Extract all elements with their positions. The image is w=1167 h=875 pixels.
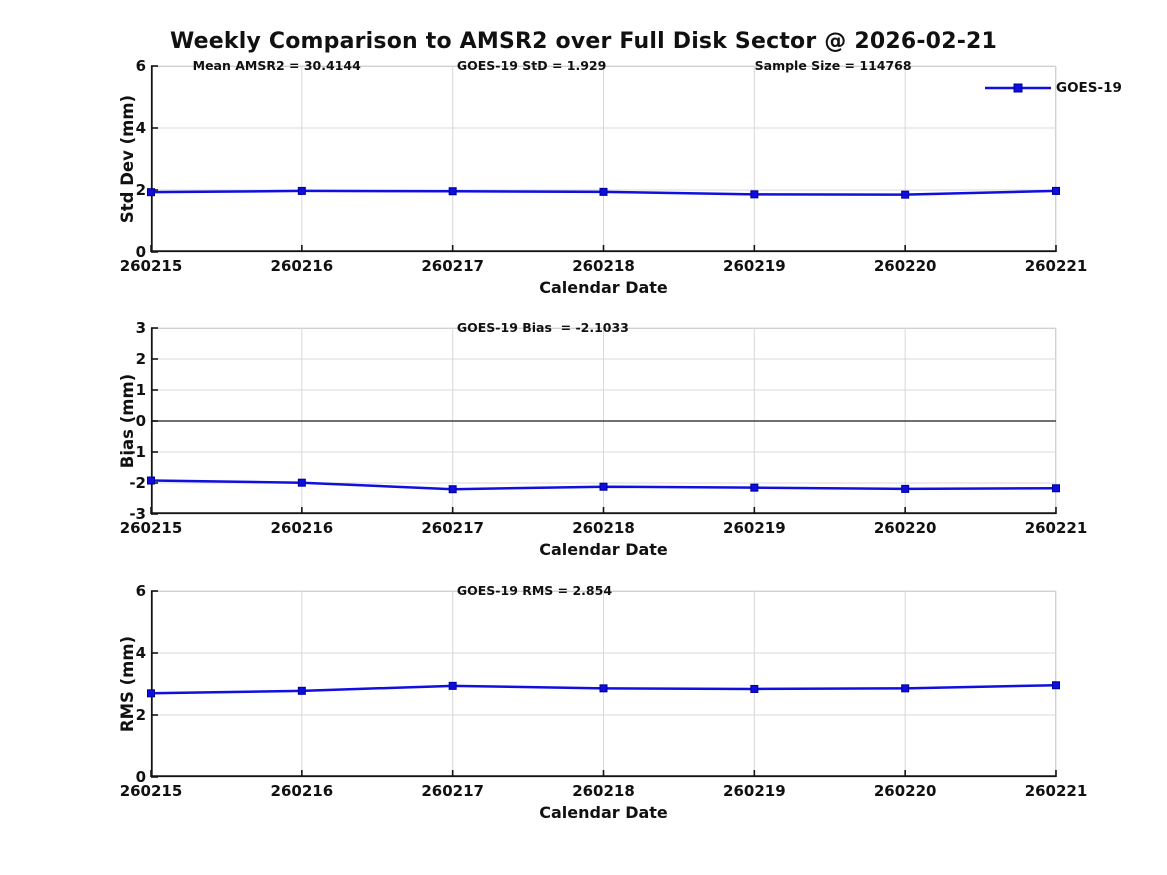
x-tick-label: 260215: [119, 782, 183, 800]
x-tick-label: 260221: [1024, 519, 1088, 537]
x-tick-label: 260215: [119, 519, 183, 537]
x-tick-label: 260219: [723, 257, 786, 275]
subplot-3-plot-area: [147, 590, 1060, 778]
x-tick-label: 260217: [421, 257, 484, 275]
gridlines: [151, 590, 1057, 777]
x-tick-label: 260215: [119, 257, 183, 275]
stats-annotation: GOES-19 RMS = 2.854: [456, 583, 613, 598]
subplot-2-plot-area: [147, 327, 1060, 515]
x-tick-label: 260220: [873, 519, 937, 537]
y-tick-label: -1: [129, 443, 146, 461]
x-axis-label: Calendar Date: [539, 803, 668, 822]
x-tick-label: 260219: [723, 519, 786, 537]
x-tick-label: 260221: [1024, 782, 1088, 800]
y-tick-label: 4: [135, 644, 146, 662]
y-tick-label: 6: [135, 582, 146, 600]
data-markers: [147, 681, 1060, 698]
y-tick-label: 0: [135, 243, 146, 261]
x-tick-label: 260219: [723, 782, 786, 800]
y-tick-label: 2: [135, 181, 146, 199]
legend-label: GOES-19: [1056, 80, 1122, 96]
stats-annotation: Mean AMSR2 = 30.4144: [192, 58, 361, 73]
legend-marker-icon: [1013, 83, 1023, 93]
y-tick-label: 4: [135, 119, 146, 137]
y-axis-label: RMS (mm): [118, 635, 137, 733]
y-tick-label: -2: [129, 474, 146, 492]
x-tick-label: 260220: [873, 782, 937, 800]
y-tick-label: 6: [135, 57, 146, 75]
subplot-1-plot-area: [147, 65, 1060, 253]
data-markers: [147, 476, 1060, 494]
y-tick-label: 2: [135, 350, 146, 368]
y-axis-label: Std Dev (mm): [118, 94, 137, 224]
stats-annotation: GOES-19 StD = 1.929: [456, 58, 607, 73]
y-tick-label: 2: [135, 706, 146, 724]
stats-annotation: GOES-19 Bias = -2.1033: [456, 320, 629, 335]
x-axis-label: Calendar Date: [539, 540, 668, 559]
tick-marks: [150, 590, 1057, 778]
x-tick-label: 260216: [270, 519, 334, 537]
stats-annotation: Sample Size = 114768: [754, 58, 912, 73]
x-tick-label: 260217: [421, 782, 484, 800]
y-tick-label: 0: [135, 412, 146, 430]
x-tick-label: 260220: [873, 257, 937, 275]
x-tick-label: 260216: [270, 257, 334, 275]
y-tick-label: 1: [135, 381, 146, 399]
chart-title: Weekly Comparison to AMSR2 over Full Dis…: [169, 29, 998, 54]
legend-line-sample: [985, 83, 1051, 93]
gridlines: [151, 65, 1057, 252]
y-tick-label: 0: [135, 768, 146, 786]
x-axis-label: Calendar Date: [539, 278, 668, 297]
x-tick-label: 260216: [270, 782, 334, 800]
data-markers: [147, 186, 1060, 199]
y-axis-label: Bias (mm): [118, 373, 137, 469]
x-tick-label: 260221: [1024, 257, 1088, 275]
y-tick-label: 3: [135, 319, 146, 337]
x-tick-label: 260218: [572, 519, 635, 537]
x-tick-label: 260217: [421, 519, 484, 537]
x-tick-label: 260218: [572, 782, 635, 800]
x-tick-label: 260218: [572, 257, 635, 275]
y-tick-label: -3: [129, 505, 146, 523]
